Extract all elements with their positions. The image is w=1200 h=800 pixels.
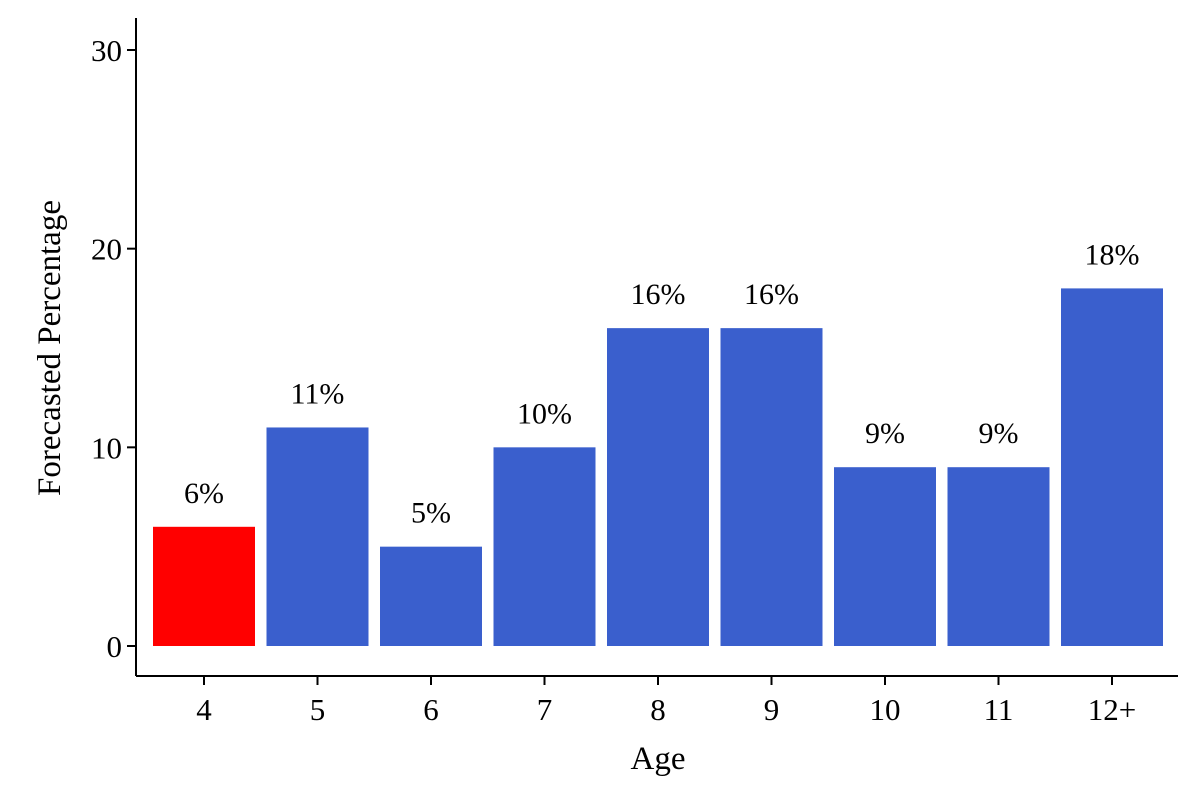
- bar-value-label: 5%: [411, 497, 451, 530]
- bars: [153, 288, 1163, 646]
- bar-value-label: 9%: [865, 417, 905, 450]
- bar: [266, 427, 369, 646]
- data-labels: 6% 11% 5% 10% 16% 16% 9% 9% 18%: [184, 238, 1140, 529]
- x-axis-ticks: 4 5 6 7 8 9 10 11 12+: [196, 676, 1136, 727]
- bar: [380, 546, 482, 646]
- y-tick-label: 30: [91, 33, 122, 68]
- y-axis-ticks: 0 10 20 30: [91, 33, 136, 664]
- x-tick-label: 9: [764, 692, 780, 727]
- x-tick-label: 11: [984, 692, 1014, 727]
- bar-value-label: 18%: [1085, 238, 1140, 271]
- x-tick-label: 7: [537, 692, 553, 727]
- y-tick-label: 10: [91, 430, 122, 465]
- bar-value-label: 6%: [184, 477, 224, 510]
- bar: [720, 328, 823, 646]
- bar-value-label: 16%: [631, 278, 686, 311]
- bar: [947, 467, 1050, 646]
- bar: [153, 526, 255, 646]
- x-tick-label: 8: [650, 692, 666, 727]
- bar: [1061, 288, 1163, 646]
- bar-value-label: 10%: [517, 397, 572, 430]
- x-tick-label: 10: [870, 692, 901, 727]
- bar: [607, 328, 709, 646]
- bar-value-label: 9%: [979, 417, 1019, 450]
- x-tick-label: 4: [196, 692, 212, 727]
- bar: [493, 447, 596, 646]
- y-axis-title: Forecasted Percentage: [32, 200, 68, 496]
- bar-value-label: 11%: [291, 377, 345, 410]
- bar-value-label: 16%: [744, 278, 799, 311]
- x-tick-label: 12+: [1088, 692, 1136, 727]
- x-axis-title: Age: [631, 741, 686, 777]
- x-tick-label: 6: [423, 692, 439, 727]
- y-tick-label: 20: [91, 232, 122, 267]
- x-tick-label: 5: [310, 692, 326, 727]
- y-tick-label: 0: [107, 629, 123, 664]
- bar: [834, 467, 936, 646]
